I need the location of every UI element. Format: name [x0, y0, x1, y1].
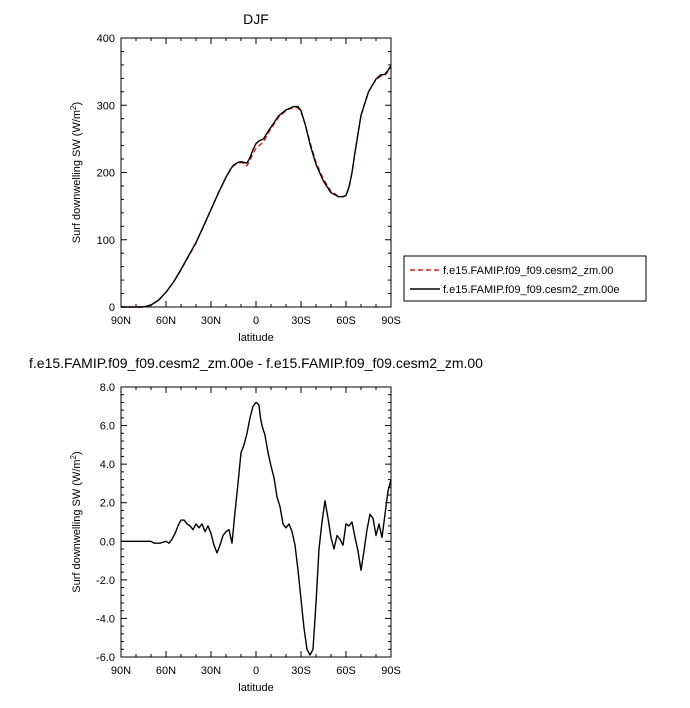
x-tick-label: 0	[253, 665, 259, 677]
chart-title: f.e15.FAMIP.f09_f09.cesm2_zm.00e - f.e15…	[29, 355, 483, 371]
x-tick-label: 60S	[336, 315, 356, 327]
y-tick-label: 100	[97, 235, 115, 247]
legend-label-2: f.e15.FAMIP.f09_f09.cesm2_zm.00e	[443, 284, 620, 296]
x-tick-label: 90S	[381, 315, 401, 327]
x-tick-label: 90N	[111, 315, 131, 327]
plot-frame	[120, 37, 392, 308]
x-tick-label: 60S	[336, 665, 356, 677]
y-tick-label: 6.0	[100, 421, 115, 433]
x-tick-label: 30S	[291, 315, 311, 327]
y-tick-label: 300	[97, 100, 115, 112]
x-tick-label: 90N	[111, 665, 131, 677]
y-tick-label: -2.0	[96, 575, 115, 587]
y-tick-label: 8.0	[100, 382, 115, 394]
series-line-1	[121, 401, 392, 656]
x-tick-label: 0	[253, 315, 259, 327]
series-line-2	[121, 65, 392, 308]
x-axis-label: latitude	[238, 682, 273, 694]
y-axis-label: Surf downwelling SW (W/m2)	[69, 451, 83, 592]
x-axis-label: latitude	[238, 332, 273, 344]
y-tick-label: 200	[97, 168, 115, 180]
y-tick-label: 2.0	[100, 498, 115, 510]
y-tick-label: 4.0	[100, 459, 115, 471]
legend-box	[403, 255, 647, 302]
y-tick-label: 0.0	[100, 536, 115, 548]
chart-panel-2: f.e15.FAMIP.f09_f09.cesm2_zm.00e - f.e15…	[29, 355, 483, 694]
y-axis-label: Surf downwelling SW (W/m2)	[69, 102, 83, 243]
y-tick-label: 400	[97, 33, 115, 45]
y-tick-label: -6.0	[96, 652, 115, 664]
x-tick-label: 30S	[291, 665, 311, 677]
chart-title: DJF	[243, 11, 269, 27]
series-line-1	[121, 67, 392, 308]
x-tick-label: 60N	[156, 315, 176, 327]
x-tick-label: 30N	[201, 665, 221, 677]
y-tick-label: 0	[109, 302, 115, 314]
plot-frame	[120, 386, 392, 658]
x-tick-label: 60N	[156, 665, 176, 677]
x-tick-label: 90S	[381, 665, 401, 677]
legend-label-1: f.e15.FAMIP.f09_f09.cesm2_zm.00	[443, 265, 613, 277]
chart-panel-1: DJF 0 100 200 300 400 90N 60N 30N 0 30S 60S 90S latit…	[69, 11, 647, 344]
y-tick-label: -4.0	[96, 613, 115, 625]
x-tick-label: 30N	[201, 315, 221, 327]
legend: f.e15.FAMIP.f09_f09.cesm2_zm.00 f.e15.FAM…	[403, 255, 647, 302]
